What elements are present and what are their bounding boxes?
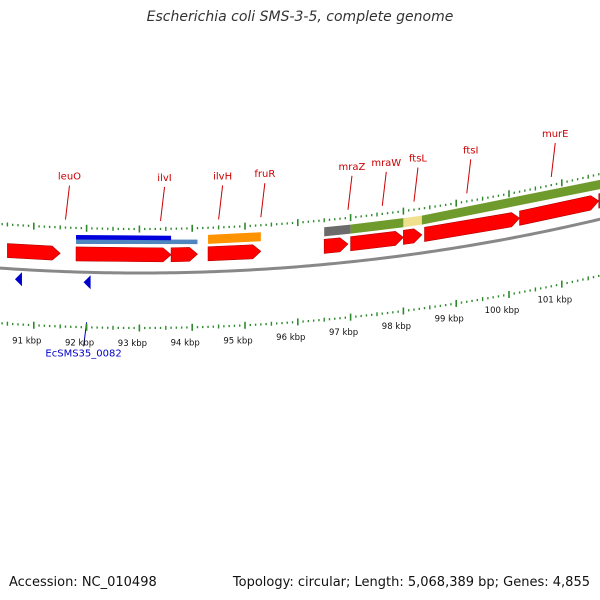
- domain-track: [76, 179, 600, 245]
- backbone: [0, 217, 600, 275]
- axis-tick-label: 92 kbp: [65, 338, 94, 348]
- axis-tick-label: 100 kbp: [485, 306, 520, 316]
- axis-tick-label: 98 kbp: [382, 322, 411, 332]
- inner-scale-ticks: 91 kbp 92 kbp 93 kbp 94 kbp 95 kbp 96 kbp 97 k…: [1, 274, 600, 349]
- gene-leader-line: [413, 167, 419, 202]
- domain-band: [208, 232, 261, 244]
- axis-tick-label: 95 kbp: [223, 336, 252, 346]
- gene-label: leuO: [58, 172, 81, 183]
- gene-label: ftsI: [463, 145, 478, 156]
- domain-band: [421, 179, 600, 225]
- domain-band: [403, 215, 422, 228]
- domain-band: [324, 224, 351, 237]
- axis-tick-label: 94 kbp: [171, 338, 200, 348]
- axis-tick-label: 93 kbp: [118, 339, 147, 349]
- outer-scale-ticks: [1, 173, 600, 233]
- gene-leader-line: [260, 183, 266, 218]
- gene-arrow: [424, 212, 521, 242]
- gene-label: mraW: [371, 158, 401, 169]
- gene-label: murE: [542, 129, 569, 140]
- gene-arrow: [403, 228, 423, 245]
- gene-leader-line: [347, 175, 353, 210]
- axis-tick-label: 96 kbp: [276, 333, 305, 343]
- gene-arrow: [170, 247, 198, 263]
- gene-arrow: [207, 244, 262, 262]
- gene-leader-line: [218, 185, 224, 220]
- feature-label: EcSMS35_0082: [45, 348, 121, 359]
- accession-label: Accession: NC_010498: [9, 575, 157, 590]
- axis-tick-label: 101 kbp: [537, 295, 572, 305]
- gene-leader-line: [381, 171, 387, 206]
- gene-arrow: [323, 237, 349, 254]
- gene-leader-line: [64, 185, 70, 220]
- gene-leader-line: [466, 159, 472, 194]
- gene-label: ilvI: [157, 173, 171, 184]
- gene-arrow: [350, 231, 404, 252]
- axis-tick-label: 99 kbp: [435, 315, 464, 325]
- axis-tick-label: 91 kbp: [12, 336, 41, 346]
- gene-label: fruR: [254, 169, 275, 180]
- gene-arrow: [519, 195, 600, 226]
- map-title: Escherichia coli SMS-3-5, complete genom…: [146, 9, 454, 25]
- gene-label: ilvH: [213, 171, 232, 182]
- domain-band: [76, 239, 198, 245]
- gene-arrow: [7, 243, 61, 261]
- gene-leader-line: [550, 142, 556, 177]
- gene-leader-line: [160, 186, 166, 221]
- domain-band: [350, 218, 404, 234]
- genome-stats-label: Topology: circular; Length: 5,068,389 bp…: [232, 575, 590, 590]
- feature-marker-icon: [83, 275, 91, 290]
- axis-tick-label: 97 kbp: [329, 328, 358, 338]
- gene-label: mraZ: [339, 162, 366, 173]
- backbone-line: [0, 217, 600, 275]
- gene-label-track: leuO ilvI ilvH fruR mraZ mraW ftsL ftsI murE: [58, 129, 569, 221]
- gene-label: ftsL: [409, 154, 427, 165]
- domain-band: [76, 234, 172, 241]
- gene-track: [7, 193, 600, 263]
- feature-marker-icon: [14, 272, 22, 287]
- gene-arrow: [75, 246, 172, 263]
